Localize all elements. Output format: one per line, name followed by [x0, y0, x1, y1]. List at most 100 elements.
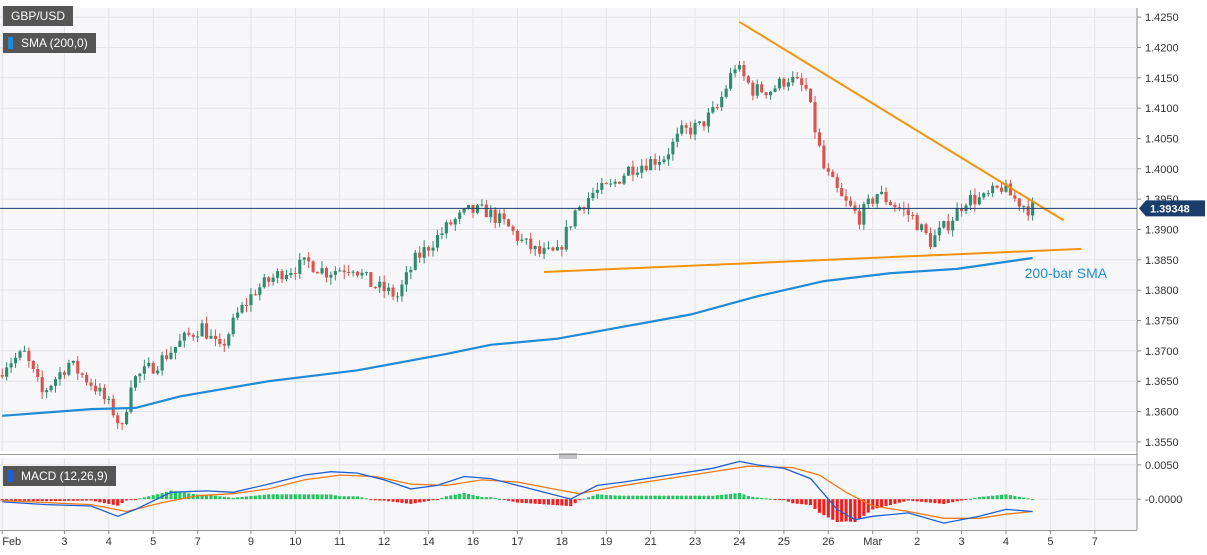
macd-histogram-negative: [951, 499, 955, 503]
macd-histogram-positive: [657, 495, 662, 500]
macd-histogram-negative: [560, 499, 564, 506]
macd-histogram-positive: [231, 497, 235, 500]
time-tick-label: 5: [1047, 536, 1053, 548]
candle-up: [675, 133, 679, 142]
candle-down: [844, 196, 848, 201]
candle-up: [462, 208, 466, 213]
macd-histogram-negative: [27, 499, 31, 501]
candle-up: [409, 269, 413, 273]
sma-badge[interactable]: SMA (200,0): [3, 33, 96, 53]
candle-up: [453, 219, 457, 225]
macd-histogram-negative: [813, 499, 817, 509]
time-tick-label: 4: [106, 536, 112, 548]
macd-histogram-positive: [169, 490, 173, 500]
candle-up: [22, 350, 26, 352]
price-tick-label: 1.3900: [1145, 225, 1179, 237]
macd-histogram-positive: [360, 497, 364, 500]
macd-histogram-negative: [18, 499, 22, 501]
candle-up: [706, 112, 710, 127]
macd-histogram-negative: [93, 499, 98, 502]
macd-histogram-negative: [809, 499, 813, 506]
macd-histogram-negative: [920, 499, 924, 502]
candle-up: [182, 332, 186, 341]
macd-histogram-negative: [418, 499, 422, 503]
candle-up: [769, 91, 773, 96]
candle-up: [58, 372, 62, 380]
candle-up: [942, 221, 946, 228]
macd-histogram-positive: [187, 493, 191, 500]
candle-up: [555, 246, 559, 251]
candle-up: [178, 340, 182, 347]
candle-down: [653, 159, 657, 165]
candle-up: [546, 247, 551, 249]
macd-histogram-positive: [351, 496, 355, 500]
time-tick-label: 7: [195, 536, 201, 548]
candle-up: [1004, 183, 1008, 192]
macd-histogram-negative: [822, 499, 826, 516]
macd-histogram-negative: [9, 499, 13, 501]
macd-histogram-positive: [1031, 499, 1035, 501]
macd-histogram-positive: [724, 494, 728, 500]
candle-down: [280, 271, 284, 280]
candle-down: [551, 247, 555, 251]
macd-histogram-negative: [946, 499, 950, 504]
macd-histogram-positive: [178, 491, 182, 500]
candle-up: [862, 204, 866, 225]
candle-up: [1031, 202, 1035, 216]
macd-histogram-negative: [111, 499, 115, 505]
macd-histogram-positive: [200, 494, 204, 500]
macd-histogram-negative: [22, 499, 26, 501]
time-tick-label: 2: [914, 536, 920, 548]
macd-histogram-positive: [751, 496, 755, 500]
macd-histogram-positive: [293, 494, 297, 500]
candle-down: [888, 202, 893, 205]
candle-down: [1013, 195, 1017, 199]
candle-up: [9, 363, 13, 368]
candle-up: [982, 193, 986, 198]
macd-histogram-positive: [147, 496, 151, 500]
symbol-badge[interactable]: GBP/USD: [3, 6, 74, 26]
macd-tick-label: 0.0050: [1145, 460, 1179, 472]
candle-up: [13, 357, 18, 364]
candle-down: [840, 188, 844, 197]
macd-histogram-negative: [13, 499, 18, 501]
macd-histogram-negative: [924, 499, 928, 503]
macd-histogram-negative: [844, 499, 848, 522]
candle-up: [951, 220, 955, 231]
macd-histogram-positive: [684, 495, 688, 500]
macd-histogram-negative: [36, 499, 40, 502]
candle-up: [404, 272, 408, 285]
candle-up: [169, 352, 173, 359]
macd-histogram-positive: [471, 495, 475, 500]
candle-down: [253, 294, 257, 296]
macd-histogram-negative: [129, 499, 133, 501]
macd-histogram-positive: [755, 497, 759, 500]
candle-up: [458, 212, 462, 220]
macd-histogram-positive: [311, 494, 315, 500]
candle-down: [511, 226, 515, 231]
macd-histogram-positive: [324, 494, 328, 500]
candle-up: [138, 373, 142, 377]
candle-down: [293, 272, 297, 274]
candle-up: [649, 159, 653, 171]
macd-histogram-negative: [378, 499, 382, 501]
candle-down: [884, 191, 888, 203]
macd-histogram-positive: [298, 494, 302, 500]
macd-badge[interactable]: MACD (12,26,9): [3, 466, 116, 486]
candle-up: [520, 239, 524, 241]
price-tick-label: 1.3600: [1145, 407, 1179, 419]
candle-up: [125, 411, 129, 425]
macd-histogram-negative: [840, 499, 844, 522]
macd-histogram-positive: [267, 494, 271, 500]
candle-down: [928, 233, 933, 248]
macd-histogram-positive: [737, 492, 742, 500]
candle-down: [62, 372, 66, 375]
candle-down: [484, 204, 488, 218]
macd-histogram-negative: [915, 499, 919, 502]
candle-down: [93, 385, 98, 392]
candle-up: [18, 351, 22, 358]
macd-histogram-positive: [138, 498, 142, 500]
macd-histogram-negative: [120, 499, 124, 504]
macd-histogram-positive: [671, 495, 675, 500]
macd-histogram-negative: [800, 499, 804, 505]
